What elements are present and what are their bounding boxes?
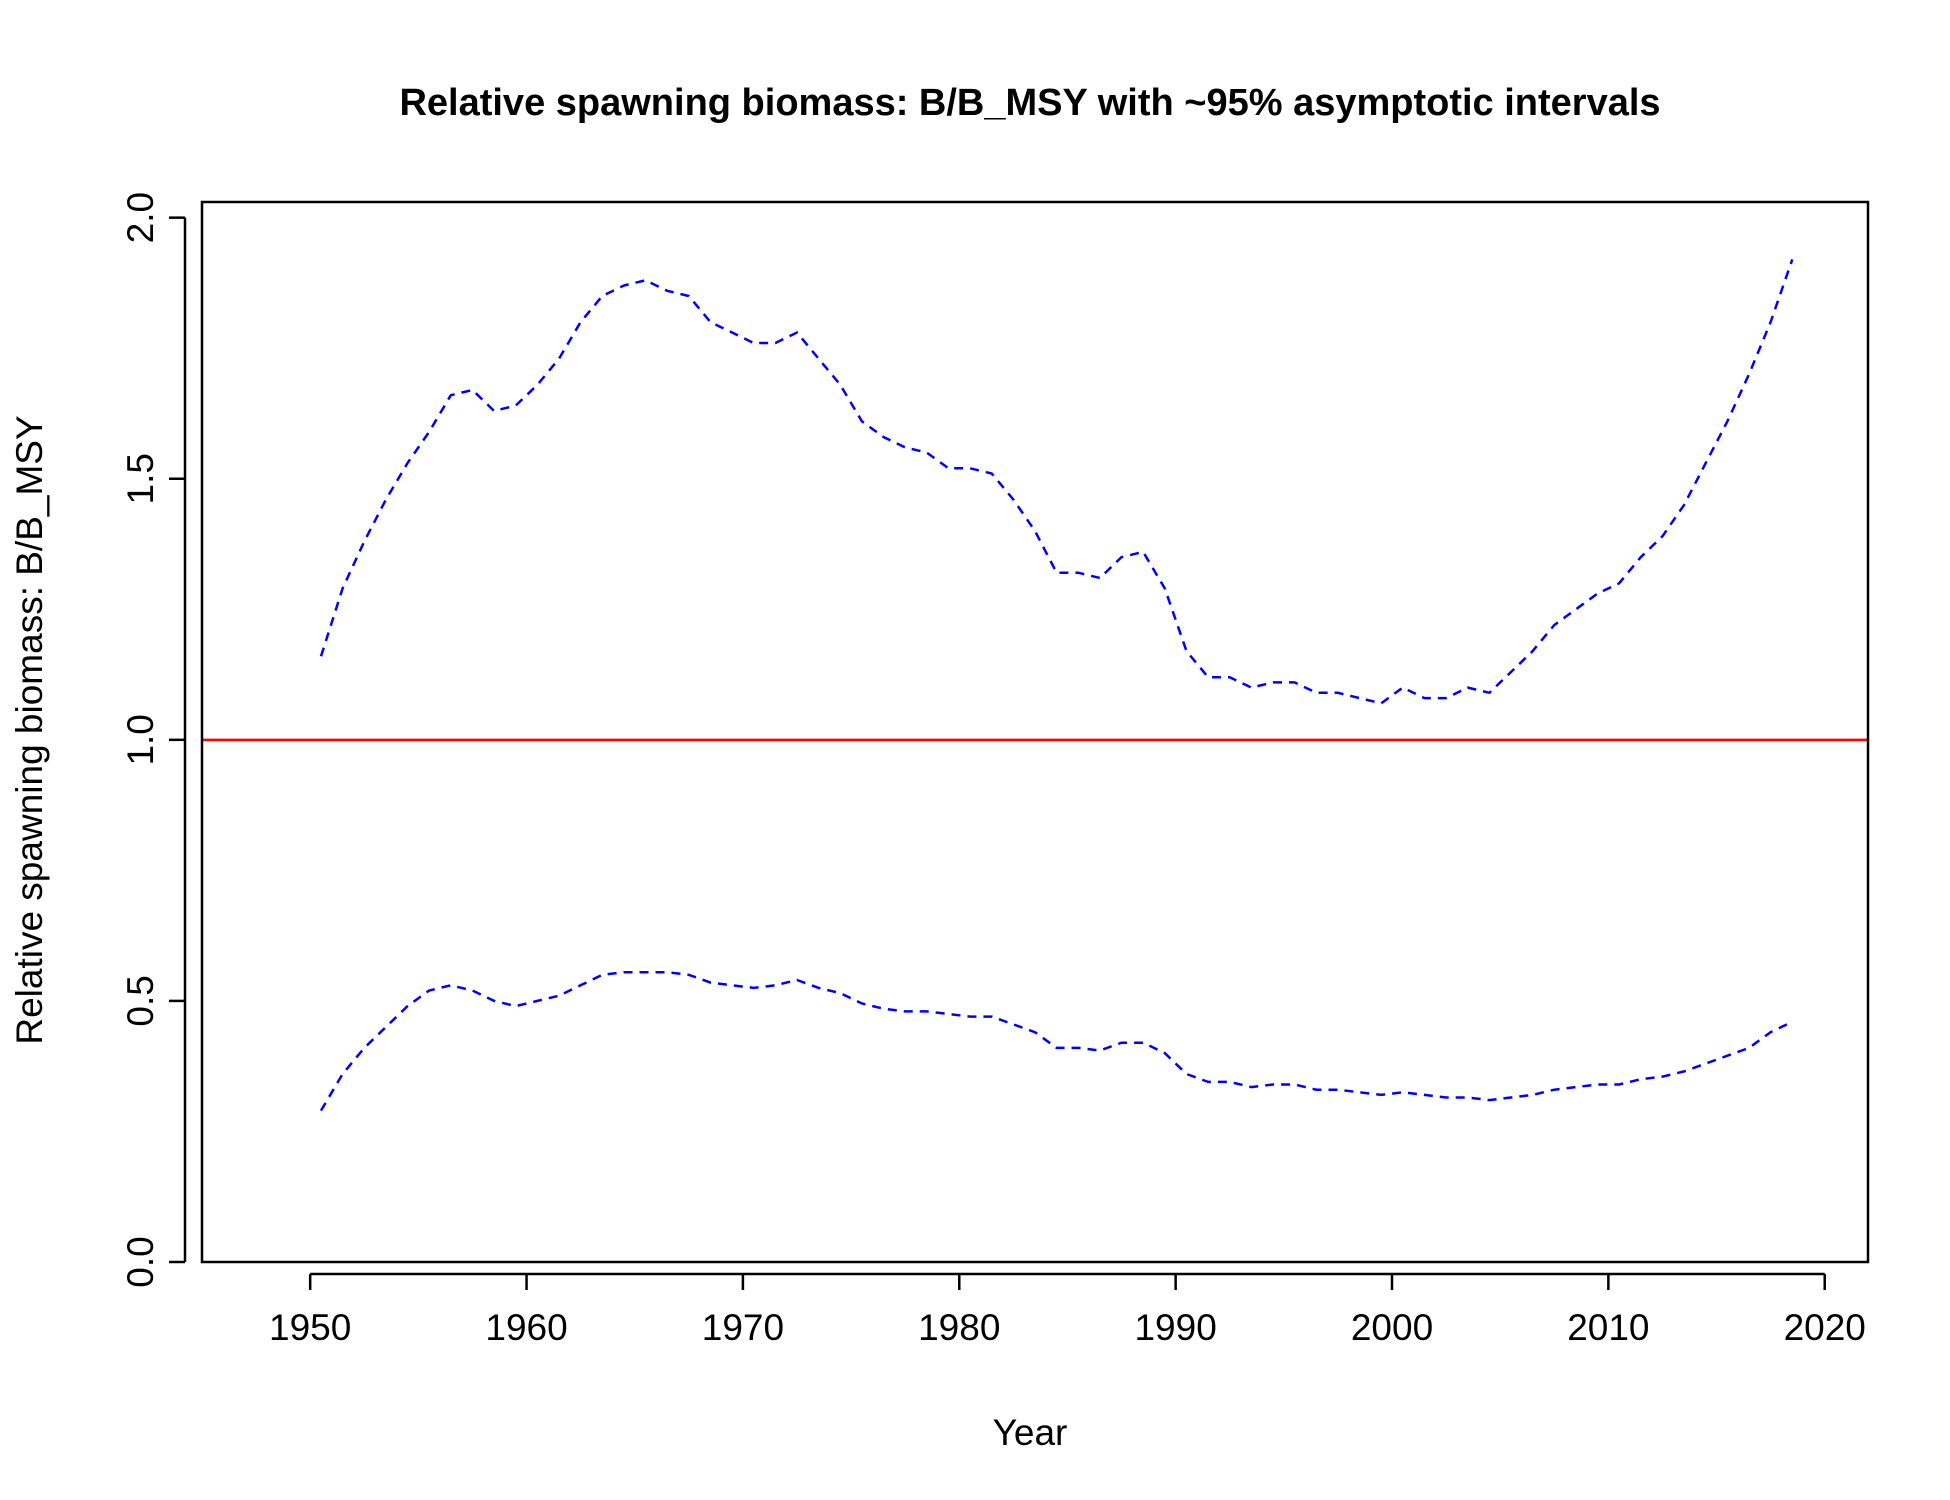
plot-area xyxy=(200,200,1870,1264)
upper-interval-line xyxy=(319,258,1794,705)
plot-frame xyxy=(200,200,1870,1264)
x-tick-label: 2010 xyxy=(1567,1307,1649,1348)
x-tick-label: 1960 xyxy=(485,1307,567,1348)
y-tick-label: 0.0 xyxy=(120,1236,161,1287)
y-tick-label: 1.0 xyxy=(120,714,161,765)
x-tick-label: 1970 xyxy=(702,1307,784,1348)
y-tick-label: 1.5 xyxy=(120,453,161,504)
y-tick-label: 0.5 xyxy=(120,975,161,1026)
y-axis: 0.0 0.5 1.0 1.5 2.0 xyxy=(120,192,187,1288)
chart-title: Relative spawning biomass: B/B_MSY with … xyxy=(399,82,1660,124)
x-tick-label: 2020 xyxy=(1784,1307,1866,1348)
y-tick-label: 2.0 xyxy=(120,192,161,243)
x-axis-label: Year xyxy=(993,1412,1068,1453)
x-tick-label: 1950 xyxy=(269,1307,351,1348)
x-axis: 1950 1960 1970 1980 1990 2000 2010 2020 xyxy=(269,1272,1866,1348)
lower-interval-line xyxy=(319,970,1793,1112)
y-axis-label: Relative spawning biomass: B/B_MSY xyxy=(9,415,50,1044)
x-tick-label: 1990 xyxy=(1134,1307,1216,1348)
series-layer xyxy=(319,258,1794,1112)
x-tick-label: 2000 xyxy=(1351,1307,1433,1348)
x-tick-label: 1980 xyxy=(918,1307,1000,1348)
